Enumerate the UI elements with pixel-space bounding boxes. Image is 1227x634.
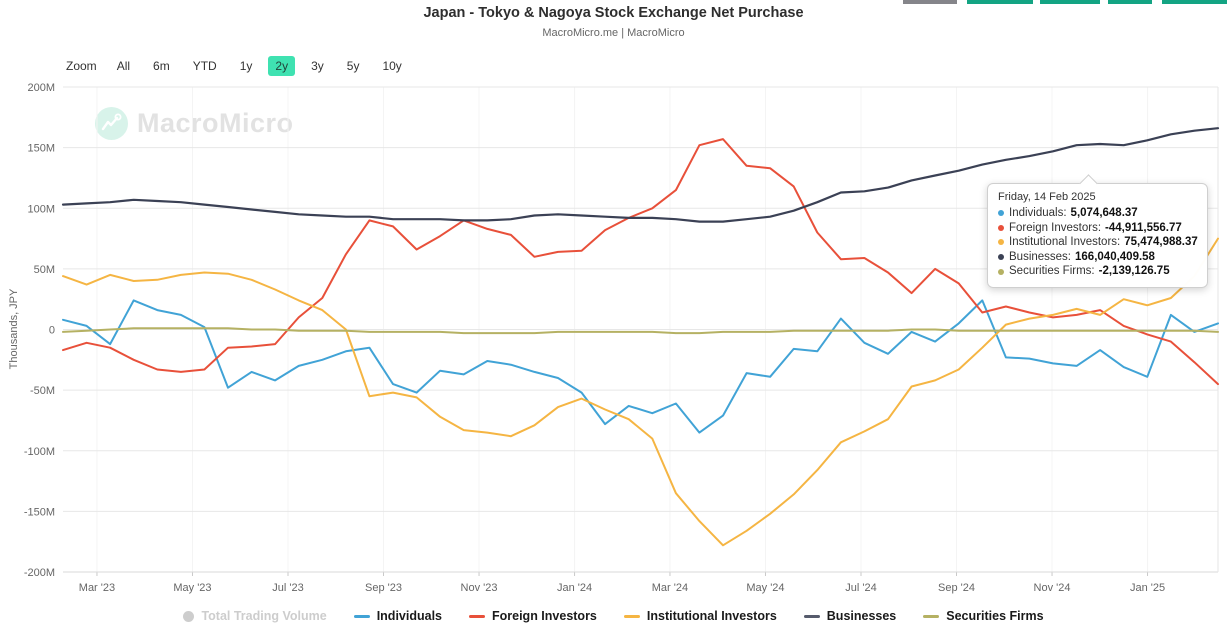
hover-tooltip: Friday, 14 Feb 2025 Individuals: 5,074,64…	[987, 174, 1208, 288]
svg-text:150M: 150M	[27, 143, 55, 155]
partial-toolbar-buttons	[0, 0, 1227, 5]
legend-circle-icon	[183, 610, 195, 622]
series-dot-icon	[998, 224, 1004, 231]
legend-line-icon	[623, 614, 640, 618]
svg-text:Mar '23: Mar '23	[79, 582, 115, 594]
svg-text:Sep '24: Sep '24	[938, 582, 975, 594]
series-dot-icon	[998, 239, 1004, 246]
tooltip-row-securities-firms: Securities Firms: -2,139,126.75	[998, 264, 1197, 279]
legend-line-icon	[923, 614, 940, 618]
legend-item-securities-firms[interactable]: Securities Firms	[923, 609, 1044, 623]
partial-button-1[interactable]	[967, 0, 1033, 4]
svg-text:50M: 50M	[34, 264, 55, 276]
legend-item-total-trading-volume[interactable]: Total Trading Volume	[183, 609, 327, 623]
partial-button-4[interactable]	[1162, 0, 1227, 4]
tooltip-row-businesses: Businesses: 166,040,409.58	[998, 250, 1197, 265]
tooltip-row-institutional-investors: Institutional Investors: 75,474,988.37	[998, 235, 1198, 250]
range-button-10y[interactable]: 10y	[382, 59, 402, 73]
tooltip-row-individuals: Individuals: 5,074,648.37	[998, 206, 1197, 221]
legend-item-institutional-investors[interactable]: Institutional Investors	[623, 609, 777, 623]
svg-text:-150M: -150M	[24, 506, 55, 518]
series-line-businesses[interactable]	[61, 127, 1220, 223]
chart-subtitle: MacroMicro.me | MacroMicro	[542, 27, 685, 39]
legend-line-icon	[469, 614, 485, 618]
macromicro-watermark: MacroMicro	[95, 107, 294, 140]
series-line-foreign-investors[interactable]	[62, 138, 1219, 386]
chart-title: Japan - Tokyo & Nagoya Stock Exchange Ne…	[423, 5, 804, 21]
zoom-label: Zoom	[66, 59, 97, 73]
series-line-individuals[interactable]	[62, 299, 1219, 434]
series-line-institutional-investors[interactable]	[62, 237, 1219, 547]
svg-text:Jul '24: Jul '24	[845, 582, 876, 594]
zoom-range-toolbar: Zoom All 6m YTD 1y 2y 3y 5y 10y	[66, 56, 409, 76]
legend-line-icon	[353, 614, 370, 618]
range-button-ytd[interactable]: YTD	[192, 59, 217, 73]
svg-text:May '24: May '24	[746, 582, 784, 594]
range-button-6m[interactable]: 6m	[153, 59, 170, 73]
range-button-1y[interactable]: 1y	[239, 59, 253, 73]
svg-text:Sep '23: Sep '23	[365, 582, 402, 594]
svg-text:Nov '23: Nov '23	[461, 582, 498, 594]
svg-text:Jul '23: Jul '23	[272, 582, 303, 594]
tooltip-date: Friday, 14 Feb 2025	[998, 191, 1096, 203]
range-button-3y[interactable]: 3y	[311, 59, 324, 73]
svg-text:100M: 100M	[27, 203, 55, 215]
svg-text:-50M: -50M	[30, 385, 55, 397]
legend-line-icon	[803, 614, 820, 618]
svg-text:Mar '24: Mar '24	[652, 582, 688, 594]
svg-text:Nov '24: Nov '24	[1034, 582, 1071, 594]
chart-legend: Total Trading Volume Individuals Foreign I…	[0, 609, 1227, 623]
partial-button-0[interactable]	[903, 0, 957, 4]
series-dot-icon	[998, 254, 1004, 261]
partial-button-2[interactable]	[1040, 0, 1100, 4]
range-button-all[interactable]: All	[116, 59, 131, 73]
legend-item-individuals[interactable]: Individuals	[353, 609, 442, 623]
svg-text:0: 0	[49, 325, 55, 337]
macromicro-logo-icon	[95, 107, 128, 140]
legend-item-foreign-investors[interactable]: Foreign Investors	[469, 609, 597, 623]
tooltip-row-foreign-investors: Foreign Investors: -44,911,556.77	[998, 221, 1197, 236]
series-dot-icon	[998, 210, 1004, 217]
svg-text:-100M: -100M	[24, 446, 55, 458]
svg-text:200M: 200M	[27, 82, 55, 94]
series-dot-icon	[998, 268, 1004, 275]
svg-text:Jan '25: Jan '25	[1130, 582, 1165, 594]
watermark-brand-text: MacroMicro	[137, 108, 294, 138]
range-button-5y[interactable]: 5y	[346, 59, 360, 73]
range-button-2y[interactable]: 2y	[268, 56, 296, 76]
svg-text:Jan '24: Jan '24	[557, 582, 592, 594]
series-line-securities-firms[interactable]	[62, 327, 1219, 335]
partial-button-3[interactable]	[1108, 0, 1152, 4]
svg-text:-200M: -200M	[24, 567, 55, 579]
legend-item-businesses[interactable]: Businesses	[803, 609, 896, 623]
svg-text:May '23: May '23	[173, 582, 211, 594]
